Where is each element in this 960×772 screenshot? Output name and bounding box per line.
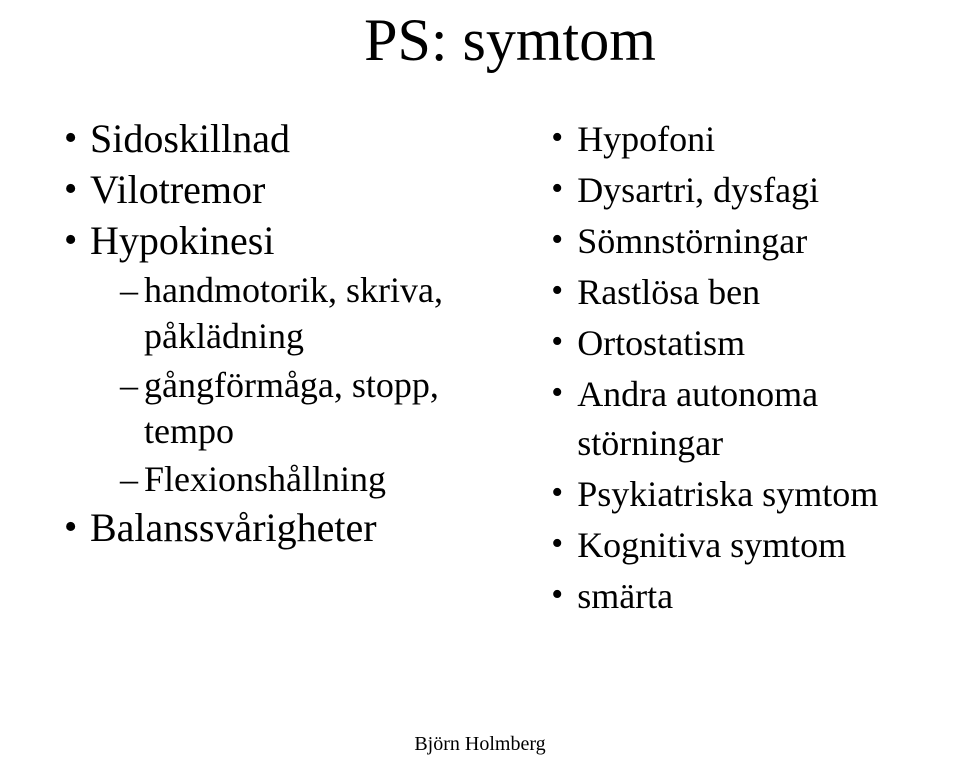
sub-item: gångförmåga, stopp, tempo bbox=[120, 362, 497, 454]
right-column: Hypofoni Dysartri, dysfagi Sömnstörninga… bbox=[537, 115, 910, 623]
list-item: Hypokinesi handmotorik, skriva, påklädni… bbox=[64, 217, 497, 502]
slide: PS: symtom Sidoskillnad Vilotremor Hypok… bbox=[0, 0, 960, 772]
columns: Sidoskillnad Vilotremor Hypokinesi handm… bbox=[50, 115, 910, 623]
footer-author: Björn Holmberg bbox=[0, 733, 960, 756]
list-item: Andra autonoma störningar bbox=[551, 370, 910, 468]
item-label: Balanssvårigheter bbox=[90, 505, 377, 550]
left-bullet-list: Sidoskillnad Vilotremor Hypokinesi handm… bbox=[50, 115, 497, 553]
item-label: Hypokinesi bbox=[90, 218, 274, 263]
list-item: Hypofoni bbox=[551, 115, 910, 164]
sub-item: Flexionshållning bbox=[120, 456, 497, 502]
list-item: Ortostatism bbox=[551, 319, 910, 368]
sub-item: handmotorik, skriva, påklädning bbox=[120, 267, 497, 359]
right-bullet-list: Hypofoni Dysartri, dysfagi Sömnstörninga… bbox=[537, 115, 910, 621]
list-item: Rastlösa ben bbox=[551, 268, 910, 317]
item-label: Vilotremor bbox=[90, 167, 265, 212]
list-item: Sidoskillnad bbox=[64, 115, 497, 164]
list-item: Vilotremor bbox=[64, 166, 497, 215]
list-item: Dysartri, dysfagi bbox=[551, 166, 910, 215]
sub-list: handmotorik, skriva, påklädning gångförm… bbox=[90, 267, 497, 501]
list-item: Psykiatriska symtom bbox=[551, 470, 910, 519]
list-item: Kognitiva symtom bbox=[551, 521, 910, 570]
list-item: Balanssvårigheter bbox=[64, 504, 497, 553]
item-label: Sidoskillnad bbox=[90, 116, 290, 161]
slide-title: PS: symtom bbox=[50, 0, 910, 75]
list-item: Sömnstörningar bbox=[551, 217, 910, 266]
list-item: smärta bbox=[551, 572, 910, 621]
left-column: Sidoskillnad Vilotremor Hypokinesi handm… bbox=[50, 115, 497, 623]
